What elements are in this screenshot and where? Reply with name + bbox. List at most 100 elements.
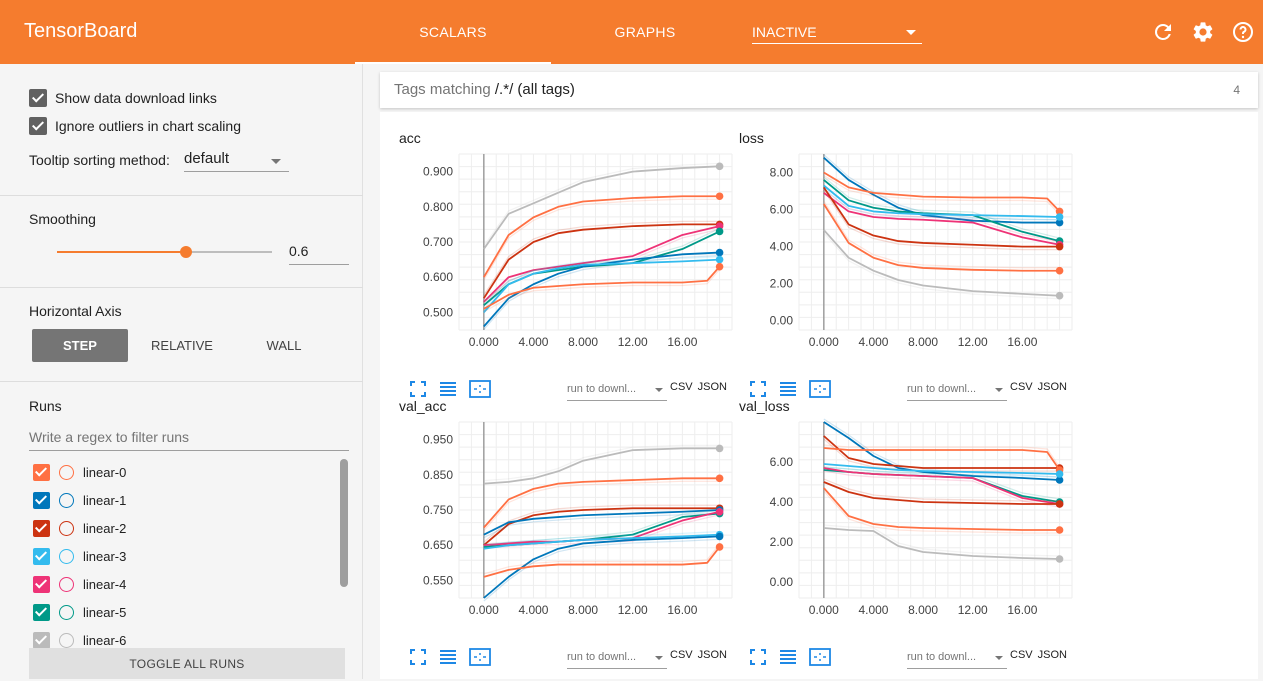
fullscreen-icon[interactable] (409, 380, 427, 398)
series-end-point[interactable] (715, 162, 724, 171)
series-end-point[interactable] (715, 255, 724, 264)
series-end-point[interactable] (1055, 470, 1064, 478)
download-run-select[interactable]: run to downl... (567, 651, 667, 669)
runs-scrollbar[interactable] (340, 459, 348, 587)
y-tick-label: 2.00 (770, 277, 794, 291)
run-checkbox[interactable] (33, 604, 50, 621)
run-checkbox[interactable] (33, 548, 50, 565)
series-end-point[interactable] (1055, 207, 1064, 216)
y-tick-label: 0.550 (423, 573, 453, 587)
run-item-linear-0[interactable]: linear-0 (33, 464, 333, 484)
run-color-icon[interactable] (59, 633, 74, 648)
run-item-linear-2[interactable]: linear-2 (33, 520, 333, 540)
fit-domain-icon[interactable] (809, 380, 831, 398)
series-end-point[interactable] (715, 192, 724, 201)
run-color-icon[interactable] (59, 577, 74, 592)
download-csv-link[interactable]: CSV (1010, 381, 1033, 393)
tab-scalars[interactable]: SCALARS (355, 0, 551, 64)
download-csv-link[interactable]: CSV (670, 381, 693, 393)
download-csv-link[interactable]: CSV (670, 649, 693, 661)
series-end-point[interactable] (1055, 526, 1064, 534)
download-json-link[interactable]: JSON (697, 381, 727, 393)
fullscreen-icon[interactable] (749, 648, 767, 666)
series-end-point[interactable] (715, 474, 724, 483)
chart-plot[interactable]: 0.000 4.000 8.000 12.00 16.00 0.550 0.650 0.750… (399, 398, 739, 646)
fullscreen-icon[interactable] (749, 380, 767, 398)
download-csv-link[interactable]: CSV (1010, 649, 1033, 661)
download-run-select[interactable]: run to downl... (567, 383, 667, 401)
series-end-point[interactable] (715, 532, 724, 541)
series-end-point[interactable] (1055, 555, 1064, 563)
axis-relative-button[interactable]: RELATIVE (151, 338, 213, 353)
run-color-icon[interactable] (59, 549, 74, 564)
tab-graphs[interactable]: GRAPHS (614, 24, 676, 40)
series-end-point[interactable] (715, 444, 724, 453)
series-end-point[interactable] (1055, 242, 1064, 251)
download-json-link[interactable]: JSON (1037, 649, 1067, 661)
run-color-icon[interactable] (59, 493, 74, 508)
settings-icon[interactable] (1191, 20, 1215, 44)
run-color-icon[interactable] (59, 521, 74, 536)
app-header: TensorBoard SCALARS GRAPHS INACTIVE (0, 0, 1263, 64)
help-icon[interactable] (1231, 20, 1255, 44)
tooltip-sorting-select[interactable]: default (184, 150, 289, 172)
fit-domain-icon[interactable] (809, 648, 831, 666)
run-item-linear-6[interactable]: linear-6 (33, 632, 333, 652)
toggle-log-scale-icon[interactable] (439, 380, 457, 398)
series-end-point[interactable] (715, 227, 724, 236)
smoothing-slider-knob[interactable] (180, 246, 192, 258)
run-color-icon[interactable] (59, 465, 74, 480)
toggle-log-scale-icon[interactable] (439, 648, 457, 666)
fit-domain-icon[interactable] (469, 380, 491, 398)
chart-plot[interactable]: 0.000 4.000 8.000 12.00 16.00 0.00 2.00 4.00 6.0… (739, 130, 1079, 378)
fit-domain-icon[interactable] (469, 648, 491, 666)
series-end-point[interactable] (1055, 476, 1064, 484)
run-checkbox[interactable] (33, 464, 50, 481)
series-raw-line (483, 220, 720, 296)
run-checkbox[interactable] (33, 492, 50, 509)
series-line-linear-2 (483, 223, 720, 299)
chart-plot[interactable]: 0.000 4.000 8.000 12.00 16.00 0.00 2.00 4.00 6.0… (739, 398, 1079, 646)
fullscreen-icon[interactable] (409, 648, 427, 666)
download-run-select[interactable]: run to downl... (907, 383, 1007, 401)
axis-wall-button[interactable]: WALL (266, 338, 302, 353)
series-end-point[interactable] (1055, 291, 1064, 300)
series-end-point[interactable] (1055, 213, 1064, 221)
series-end-point[interactable] (715, 543, 724, 551)
run-item-linear-1[interactable]: linear-1 (33, 492, 333, 512)
run-checkbox[interactable] (33, 632, 50, 649)
series-end-point[interactable] (715, 248, 724, 257)
x-tick-label: 4.000 (858, 335, 888, 349)
tag-filter-bar[interactable]: Tags matching /.*/ (all tags) 4 (380, 72, 1258, 108)
series-end-point[interactable] (715, 262, 724, 271)
chart-plot[interactable]: 0.000 4.000 8.000 12.00 16.00 0.500 0.600 0.700… (399, 130, 739, 378)
run-color-icon[interactable] (59, 605, 74, 620)
toggle-log-scale-icon[interactable] (779, 648, 797, 666)
x-tick-label: 12.00 (958, 335, 988, 349)
run-item-linear-5[interactable]: linear-5 (33, 604, 333, 624)
series-end-point[interactable] (715, 222, 724, 230)
smoothing-title: Smoothing (29, 211, 96, 227)
toggle-all-runs-button[interactable]: TOGGLE ALL RUNS (29, 648, 345, 679)
download-json-link[interactable]: JSON (1037, 381, 1067, 393)
y-tick-label: 2.00 (770, 535, 794, 549)
download-json-link[interactable]: JSON (697, 649, 727, 661)
series-end-point[interactable] (1055, 218, 1064, 227)
run-name: linear-5 (83, 605, 127, 620)
series-end-point[interactable] (1055, 266, 1064, 275)
axis-step-button[interactable]: STEP (32, 329, 128, 362)
runs-filter-input[interactable]: Write a regex to filter runs (29, 429, 349, 451)
refresh-icon[interactable] (1151, 20, 1175, 44)
run-checkbox[interactable] (33, 520, 50, 537)
series-end-point[interactable] (1055, 500, 1064, 508)
inactive-plugins-select[interactable]: INACTIVE (752, 20, 922, 44)
run-item-linear-4[interactable]: linear-4 (33, 576, 333, 596)
smoothing-slider[interactable] (57, 246, 272, 258)
series-end-point[interactable] (715, 507, 724, 516)
run-item-linear-3[interactable]: linear-3 (33, 548, 333, 568)
tag-filter-input[interactable]: Tags matching /.*/ (all tags) (394, 72, 575, 108)
download-run-select[interactable]: run to downl... (907, 651, 1007, 669)
run-checkbox[interactable] (33, 576, 50, 593)
smoothing-value-input[interactable]: 0.6 (289, 243, 349, 265)
toggle-log-scale-icon[interactable] (779, 380, 797, 398)
